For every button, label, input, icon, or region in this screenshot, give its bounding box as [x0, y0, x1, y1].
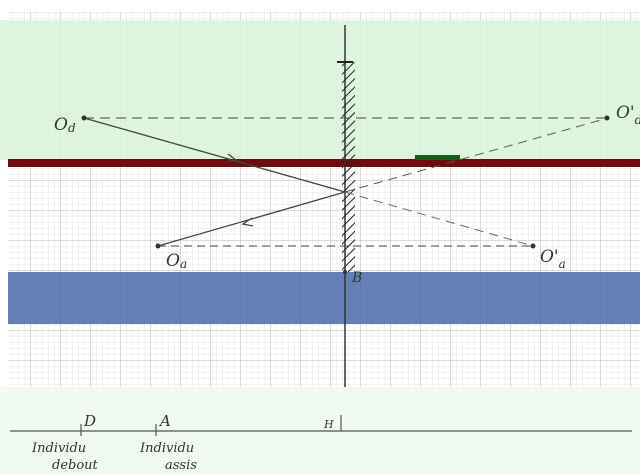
- point-od: [81, 115, 87, 121]
- green-band: [0, 20, 640, 160]
- red-band: [8, 159, 640, 167]
- label-oa-prime: O'a: [540, 247, 566, 271]
- label-oa: Oa: [166, 251, 187, 271]
- red-band-highlight: [415, 155, 460, 160]
- label-standing-line1: Individu: [31, 441, 86, 456]
- virtual-ray-oa-prime: [344, 191, 534, 247]
- label-seated-line2: assis: [165, 458, 197, 473]
- label-a: A: [158, 412, 171, 430]
- label-seated-line1: Individu: [139, 441, 194, 456]
- label-h: H: [323, 418, 334, 431]
- arrow-head-1: [225, 153, 238, 163]
- virtual-ray-od-prime: [344, 117, 609, 193]
- label-b: B: [351, 270, 362, 286]
- point-od-prime: [604, 115, 610, 121]
- arrow-head-2: [241, 217, 254, 227]
- mirror: [342, 62, 355, 272]
- label-standing-line2: debout: [52, 458, 99, 473]
- ray-od-to-mirror: [83, 117, 346, 193]
- blue-band: [8, 272, 640, 324]
- label-od: Od: [54, 115, 76, 135]
- point-oa-prime: [530, 243, 536, 249]
- label-d: D: [83, 412, 96, 430]
- point-oa: [155, 243, 161, 249]
- point-b: [343, 270, 347, 274]
- label-od-prime: O'd: [616, 103, 640, 127]
